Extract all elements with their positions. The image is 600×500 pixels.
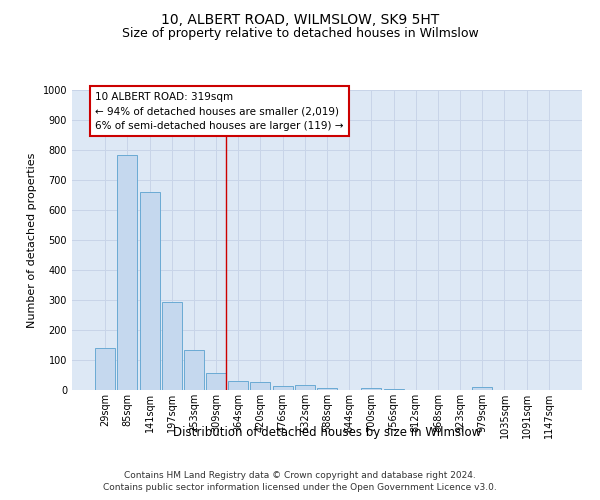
Text: Size of property relative to detached houses in Wilmslow: Size of property relative to detached ho… (122, 28, 478, 40)
Bar (140, 192, 160, 390)
Text: Contains HM Land Registry data © Crown copyright and database right 2024.: Contains HM Land Registry data © Crown c… (124, 471, 476, 480)
Text: 10 ALBERT ROAD: 319sqm
← 94% of detached houses are smaller (2,019)
6% of semi-d: 10 ALBERT ROAD: 319sqm ← 94% of detached… (95, 92, 344, 131)
Text: Distribution of detached houses by size in Wilmslow: Distribution of detached houses by size … (173, 426, 481, 439)
Bar (95, 348, 115, 390)
Bar (162, 302, 182, 390)
Bar (206, 372, 226, 390)
Bar (317, 388, 337, 390)
Bar (272, 386, 293, 390)
Bar (250, 382, 271, 390)
Bar (184, 350, 204, 390)
Bar (228, 381, 248, 390)
Text: 10, ALBERT ROAD, WILMSLOW, SK9 5HT: 10, ALBERT ROAD, WILMSLOW, SK9 5HT (161, 12, 439, 26)
Y-axis label: Number of detached properties: Number of detached properties (27, 152, 37, 328)
Bar (118, 154, 137, 390)
Bar (361, 388, 382, 390)
Bar (383, 388, 404, 390)
Text: Contains public sector information licensed under the Open Government Licence v3: Contains public sector information licen… (103, 484, 497, 492)
Bar (472, 387, 492, 390)
Bar (295, 384, 315, 390)
